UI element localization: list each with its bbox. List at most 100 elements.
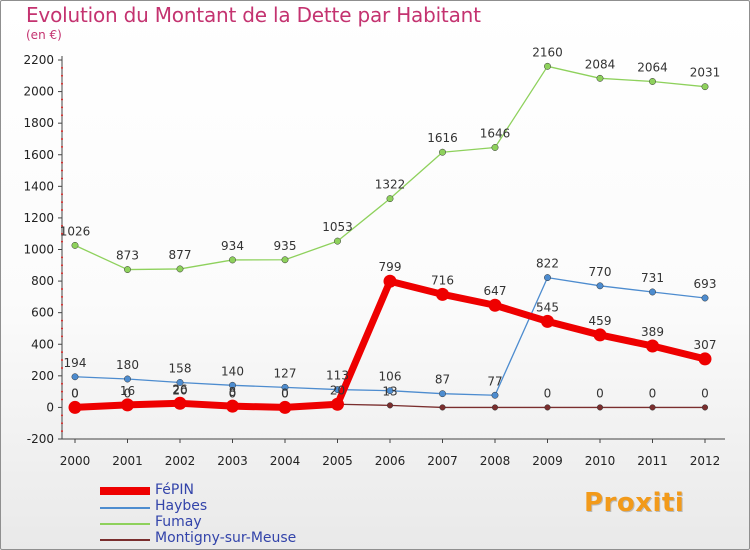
data-label-fumay: 2084 — [585, 57, 616, 71]
y-minor-tick — [61, 287, 63, 290]
y-minor-tick — [61, 137, 63, 140]
legend-label-fumay: Fumay — [155, 514, 202, 530]
legend-item-haybes: Haybes — [100, 498, 360, 516]
data-label-f-pin: 20 — [330, 383, 345, 397]
y-minor-tick — [61, 177, 63, 180]
data-label-montigny-sur-meuse: 20 — [172, 383, 187, 397]
data-point-montigny-sur-meuse — [544, 404, 551, 411]
data-point-fumay — [386, 195, 394, 203]
data-label-fumay: 873 — [116, 249, 139, 263]
y-minor-tick — [61, 169, 63, 172]
legend-item-fumay: Fumay — [100, 514, 360, 532]
x-tick-label: 2008 — [480, 454, 511, 468]
data-label-haybes: 731 — [641, 271, 664, 285]
data-label-fumay: 934 — [221, 239, 244, 253]
data-point-haybes — [176, 379, 184, 386]
data-point-haybes — [229, 381, 236, 389]
data-label-f-pin: 799 — [379, 260, 402, 274]
chart-unit-label: (en €) — [26, 28, 62, 42]
data-label-f-pin: 16 — [120, 384, 135, 398]
y-minor-tick — [61, 272, 63, 275]
data-label-f-pin: 389 — [641, 325, 664, 339]
data-point-f-pin — [646, 339, 659, 353]
data-point-f-pin — [383, 274, 397, 288]
y-minor-tick — [61, 256, 63, 259]
y-minor-tick — [61, 359, 63, 362]
y-tick-label: 1200 — [23, 211, 54, 225]
data-label-haybes: 77 — [487, 374, 502, 388]
y-minor-tick — [61, 145, 63, 148]
y-minor-tick — [61, 414, 63, 417]
data-label-haybes: 158 — [169, 361, 192, 375]
data-point-fumay — [439, 148, 446, 156]
data-label-haybes: 822 — [536, 257, 559, 271]
data-label-haybes: 113 — [326, 369, 349, 383]
data-label-fumay: 935 — [274, 239, 297, 253]
data-point-montigny-sur-meuse — [701, 404, 709, 411]
y-minor-tick — [61, 193, 63, 196]
x-tick-label: 2009 — [532, 454, 563, 468]
x-tick-label: 2002 — [165, 454, 196, 468]
x-tick-label: 2010 — [585, 454, 616, 468]
data-point-haybes — [701, 294, 709, 302]
x-tick-label: 2005 — [322, 454, 353, 468]
x-tick-label: 2001 — [112, 454, 143, 468]
data-point-fumay — [71, 241, 79, 249]
proxiti-logo: Proxiti — [584, 488, 685, 518]
data-label-fumay: 877 — [169, 248, 192, 262]
data-label-fumay: 1322 — [375, 178, 406, 192]
data-label-f-pin: 8 — [229, 385, 237, 399]
data-point-haybes — [596, 282, 604, 290]
y-minor-tick — [61, 351, 63, 354]
legend-swatch-montigny-sur-meuse — [100, 539, 150, 541]
data-point-f-pin — [278, 400, 292, 414]
data-point-f-pin — [331, 397, 344, 411]
data-point-montigny-sur-meuse — [386, 402, 394, 409]
y-minor-tick — [61, 366, 63, 369]
data-point-fumay — [649, 78, 656, 85]
y-minor-tick — [61, 398, 63, 401]
x-tick-label: 2007 — [427, 454, 458, 468]
data-label-fumay: 1616 — [427, 131, 458, 145]
series-line-fumay — [74, 65, 706, 271]
data-label-f-pin: 647 — [484, 284, 507, 298]
y-minor-tick — [61, 201, 63, 204]
y-tick-label: 1400 — [23, 179, 54, 193]
legend-label-montigny-sur-meuse: Montigny-sur-Meuse — [155, 530, 297, 546]
data-point-fumay — [491, 144, 499, 151]
data-point-haybes — [544, 274, 551, 282]
y-tick-label: 0 — [46, 400, 54, 414]
data-point-f-pin — [121, 398, 134, 412]
y-tick-label: 600 — [31, 306, 54, 320]
data-point-montigny-sur-meuse — [596, 404, 604, 411]
legend-item-fepin: FéPIN — [100, 482, 360, 500]
y-minor-tick — [61, 224, 63, 227]
y-tick-label: 1000 — [23, 243, 54, 257]
y-minor-tick — [61, 295, 63, 298]
data-label-montigny-sur-meuse: 0 — [71, 386, 79, 400]
y-tick-label: 2200 — [23, 53, 54, 67]
y-tick-label: 1800 — [23, 116, 54, 130]
x-tick-label: 2004 — [270, 454, 301, 468]
data-point-fumay — [701, 83, 709, 91]
data-point-fumay — [124, 266, 131, 274]
data-point-fumay — [176, 265, 184, 273]
chart-title: Evolution du Montant de la Dette par Hab… — [26, 3, 481, 27]
y-minor-tick — [61, 240, 63, 243]
y-minor-tick — [61, 430, 63, 433]
y-minor-tick — [61, 209, 63, 212]
data-point-f-pin — [698, 352, 712, 366]
legend-swatch-fepin — [100, 487, 150, 495]
legend-swatch-haybes — [100, 507, 150, 509]
data-point-haybes — [386, 387, 394, 395]
x-tick-label: 2012 — [690, 454, 721, 468]
data-point-fumay — [544, 62, 551, 70]
data-point-fumay — [596, 74, 604, 82]
data-label-f-pin: 0 — [71, 386, 79, 400]
data-label-montigny-sur-meuse: 0 — [701, 386, 709, 400]
y-tick-label: 800 — [31, 274, 54, 288]
data-label-f-pin: 459 — [589, 314, 612, 328]
data-label-haybes: 106 — [379, 370, 402, 384]
y-minor-tick — [61, 232, 63, 235]
data-label-f-pin: 716 — [431, 273, 454, 287]
